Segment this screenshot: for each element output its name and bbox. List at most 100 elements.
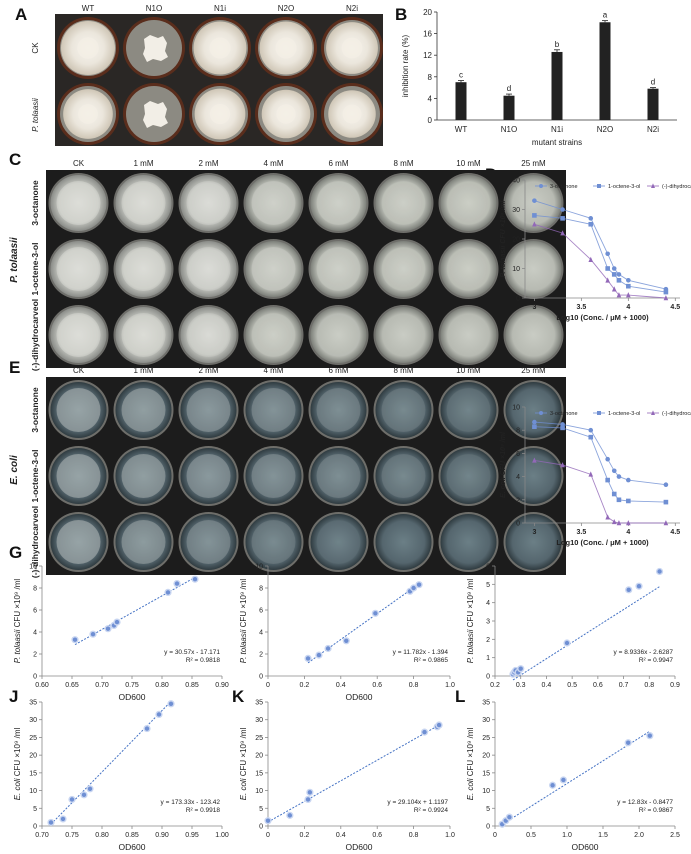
- y-tick-label: 4: [516, 474, 520, 481]
- y-tick-label: 40: [512, 178, 520, 185]
- x-tick-label: 0.8: [409, 682, 419, 689]
- y-tick-label: 20: [255, 753, 263, 760]
- y-axis-title-units: CFU ×10⁹ /ml: [239, 579, 248, 630]
- data-point: [69, 797, 75, 802]
- panel-i-standard-curve: 0 1 2 3 4 5 6 0.2 0.3 0.4 0.5 0.6 0.7 0.8 0.9 y = 8.933…: [466, 564, 680, 690]
- data-point: [561, 777, 566, 783]
- petri-dish-agar: [505, 307, 562, 363]
- petri-dish-agar: [50, 241, 107, 297]
- data-point: [651, 183, 655, 188]
- x-category-label: N1i: [551, 125, 563, 134]
- petri-dish-agar: [440, 448, 497, 504]
- bar-wt: [455, 82, 467, 120]
- x-tick-label: 0.9: [670, 682, 680, 689]
- concentration-column-label: 1 mM: [134, 159, 154, 168]
- data-point: [156, 712, 162, 717]
- data-point: [605, 456, 610, 462]
- legend-entry: 1-octene-3-ol: [608, 411, 640, 417]
- compound-row-label: (-)-dihydrocarveol: [30, 506, 40, 578]
- data-point: [626, 740, 631, 745]
- bacterial-growth: [186, 247, 231, 291]
- petri-dish-agar: [115, 448, 172, 504]
- y-axis-title: E. coli CFU ×10⁹ /ml: [500, 431, 507, 498]
- x-tick-label: 0.60: [35, 682, 49, 689]
- regression-line: [512, 586, 660, 681]
- data-point: [539, 411, 543, 415]
- panel-b-bar-chart: 0 4 8 12 16 20 c WT d N1O b N1i a N2O d N2i mutant strai…: [401, 8, 677, 147]
- data-point: [588, 434, 594, 440]
- data-point: [616, 278, 622, 283]
- bacterial-growth: [186, 520, 231, 564]
- concentration-column-label: 6 mM: [329, 366, 349, 375]
- y-tick-label: 35: [482, 700, 490, 707]
- petri-dish-agar: [50, 307, 107, 363]
- y-tick-label: 0: [259, 674, 263, 681]
- y-tick-label: 1: [486, 655, 490, 662]
- bacterial-growth: [446, 388, 491, 432]
- x-tick-label: 0.5: [526, 832, 536, 839]
- x-tick-label: 0.75: [125, 682, 139, 689]
- data-point: [560, 422, 565, 427]
- significance-letter: a: [603, 11, 608, 20]
- y-tick-label: 0: [33, 674, 37, 681]
- x-tick-label: 0.7: [619, 682, 629, 689]
- x-tick-label: 1.5: [598, 832, 608, 839]
- y-tick-label: 5: [33, 806, 37, 813]
- data-point: [626, 587, 631, 593]
- y-axis-title-organism: E. coli: [13, 778, 22, 800]
- y-tick-label: 4: [259, 630, 263, 637]
- data-point: [605, 477, 610, 483]
- petri-dish-agar: [50, 514, 107, 570]
- y-tick-label: 6: [516, 451, 520, 458]
- y-tick-label: 20: [512, 237, 520, 244]
- compound-row-label: 1-octene-3-ol: [30, 450, 40, 503]
- data-point: [105, 626, 111, 631]
- panel-letter-k: K: [232, 687, 245, 706]
- petri-dish-agar: [245, 307, 302, 363]
- data-point: [663, 482, 669, 488]
- compound-row-label: 3-octanone: [30, 387, 40, 433]
- y-tick-label: 5: [486, 582, 490, 589]
- panel-l-standard-curve: 0 5 10 15 20 25 30 35 0 0.5 1.0 1.5 2.0 2.5 y = 12.83x…: [466, 700, 680, 853]
- y-tick-label: 4: [428, 94, 433, 103]
- x-tick-label: 0: [493, 832, 497, 839]
- regression-line: [50, 701, 172, 825]
- data-point: [436, 722, 442, 728]
- regression-equation: y = 12.83x - 0.8477: [617, 799, 673, 806]
- x-tick-label: 3.5: [576, 529, 586, 536]
- regression-line: [267, 724, 440, 823]
- data-point: [597, 411, 601, 415]
- y-tick-label: 8: [516, 428, 520, 435]
- petri-dish-agar: [375, 382, 432, 438]
- panel-a-col-n1i: N1i: [214, 4, 226, 13]
- y-axis-title-units: CFU ×10⁹ /ml: [239, 728, 248, 779]
- y-tick-label: 0: [259, 824, 263, 831]
- bacterial-growth: [121, 454, 166, 498]
- petri-dish-agar: [310, 241, 367, 297]
- data-point: [168, 701, 174, 706]
- y-tick-label: 15: [482, 770, 490, 777]
- bacterial-growth: [121, 247, 166, 291]
- x-axis-title: mutant strains: [532, 138, 582, 147]
- x-axis-title: OD600: [572, 842, 599, 852]
- petri-dish-agar: [375, 448, 432, 504]
- x-tick-label: 4.5: [670, 529, 680, 536]
- panel-a-row-ck: CK: [31, 42, 40, 54]
- data-point: [588, 471, 594, 477]
- petri-dish-agar: [505, 382, 562, 438]
- y-tick-label: 15: [255, 770, 263, 777]
- bacterial-growth: [121, 520, 166, 564]
- bacterial-growth: [446, 181, 491, 225]
- bacterial-growth: [251, 247, 296, 291]
- x-tick-label: 0.3: [516, 682, 526, 689]
- bacterial-growth: [251, 313, 296, 357]
- bacterial-growth: [56, 520, 101, 564]
- data-point: [422, 729, 427, 735]
- x-category-label: N2i: [647, 125, 659, 134]
- data-point: [373, 611, 378, 616]
- colony-center: [342, 104, 362, 124]
- bacterial-growth: [446, 454, 491, 498]
- data-point: [114, 619, 120, 625]
- petri-dish-agar: [310, 382, 367, 438]
- panel-a-row-ptolaasii: P. tolaasii: [31, 98, 40, 132]
